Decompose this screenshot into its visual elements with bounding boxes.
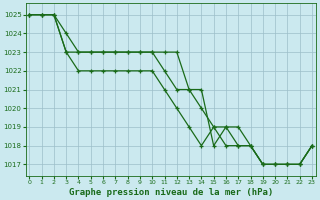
- X-axis label: Graphe pression niveau de la mer (hPa): Graphe pression niveau de la mer (hPa): [68, 188, 273, 197]
